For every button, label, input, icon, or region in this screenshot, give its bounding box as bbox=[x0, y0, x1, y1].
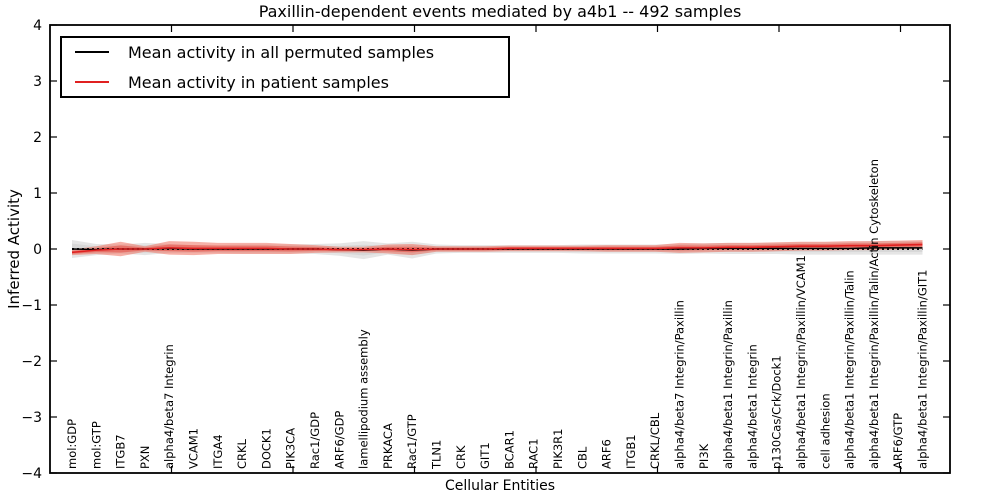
x-tick-label: ARF6/GDP bbox=[332, 411, 346, 469]
x-tick-label: ARF6/GTP bbox=[891, 413, 905, 469]
x-tick-label: PIK3R1 bbox=[551, 429, 565, 470]
y-tick-label: −1 bbox=[21, 298, 42, 314]
x-tick-label: alpha4/beta1 Integrin/Paxillin/Talin bbox=[843, 270, 857, 469]
x-tick-label: alpha4/beta1 Integrin bbox=[745, 344, 759, 469]
x-tick-label: PXN bbox=[138, 446, 152, 469]
patient-mean-line bbox=[71, 243, 923, 254]
x-tick-label: CBL bbox=[575, 446, 589, 469]
y-tick-label: −4 bbox=[21, 466, 42, 482]
y-tick-label: 2 bbox=[33, 130, 42, 146]
x-tick-label: TLN1 bbox=[430, 440, 444, 470]
x-tick-label: ARF6 bbox=[600, 439, 614, 469]
y-tick-label: −2 bbox=[21, 354, 42, 370]
x-tick-label: Rac1/GTP bbox=[405, 414, 419, 469]
legend-label-patient: Mean activity in patient samples bbox=[128, 72, 389, 92]
x-tick-label: CRKL bbox=[235, 438, 249, 469]
x-tick-label: mol:GDP bbox=[65, 419, 79, 469]
x-tick-label: BCAR1 bbox=[502, 430, 516, 469]
y-tick-label: 1 bbox=[33, 186, 42, 202]
x-tick-label: PI3K bbox=[697, 443, 711, 469]
legend-line-sample-black bbox=[75, 51, 109, 53]
x-tick-label: VCAM1 bbox=[187, 428, 201, 469]
x-tick-label: PRKACA bbox=[381, 423, 395, 469]
legend: Mean activity in all permuted samples Me… bbox=[60, 36, 510, 98]
x-tick-label: ITGB7 bbox=[114, 434, 128, 469]
x-tick-label: lamellipodium assembly bbox=[357, 329, 371, 469]
x-tick-label: mol:GTP bbox=[89, 421, 103, 469]
y-tick-label: −3 bbox=[21, 410, 42, 426]
x-axis-label: Cellular Entities bbox=[444, 478, 556, 494]
x-tick-label: alpha4/beta7 Integrin bbox=[162, 344, 176, 469]
x-tick-label: CRK bbox=[454, 445, 468, 469]
x-tick-label: ITGA4 bbox=[211, 434, 225, 469]
legend-line-sample-red bbox=[75, 81, 109, 83]
x-tick-label: alpha4/beta7 Integrin/Paxillin bbox=[673, 300, 687, 469]
legend-item-permuted: Mean activity in all permuted samples bbox=[62, 40, 508, 64]
x-tick-label: Rac1/GDP bbox=[308, 412, 322, 469]
x-tick-label: alpha4/beta1 Integrin/Paxillin bbox=[721, 300, 735, 469]
x-tick-label: CRKL/CBL bbox=[648, 412, 662, 469]
y-tick-label: 3 bbox=[33, 74, 42, 90]
x-tick-label: alpha4/beta1 Integrin/Paxillin/VCAM1 bbox=[794, 255, 808, 469]
x-tick-label: cell adhesion bbox=[818, 393, 832, 469]
y-tick-label: 0 bbox=[33, 242, 42, 258]
x-tick-label: alpha4/beta1 Integrin/Paxillin/Talin/Act… bbox=[867, 159, 881, 469]
legend-label-permuted: Mean activity in all permuted samples bbox=[128, 42, 435, 62]
x-tick-label: p130Cas/Crk/Dock1 bbox=[770, 355, 784, 469]
legend-item-patient: Mean activity in patient samples bbox=[62, 70, 508, 94]
x-tick-label: RAC1 bbox=[527, 438, 541, 469]
x-tick-label: GIT1 bbox=[478, 442, 492, 469]
x-tick-label: alpha4/beta1 Integrin/Paxillin/GIT1 bbox=[916, 270, 930, 469]
y-tick-label: 4 bbox=[33, 18, 42, 34]
x-tick-label: ITGB1 bbox=[624, 434, 638, 469]
chart-title: Paxillin-dependent events mediated by a4… bbox=[258, 2, 742, 21]
x-tick-label: PIK3CA bbox=[284, 428, 298, 469]
x-tick-label: DOCK1 bbox=[259, 428, 273, 469]
